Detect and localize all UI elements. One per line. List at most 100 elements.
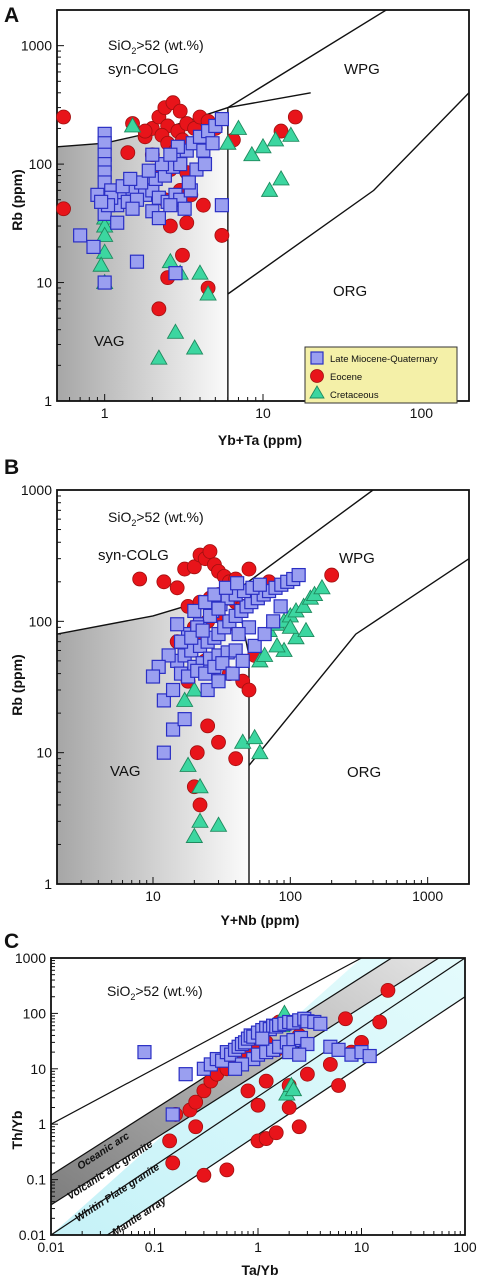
data-point-cretaceous [281,618,300,634]
series-late-miocene-quaternary [145,567,306,760]
data-point-late-miocene-quaternary [73,228,88,243]
data-point-late-miocene-quaternary [94,194,109,209]
panel-a-label: A [4,4,19,27]
y-tick-label: 100 [29,156,53,172]
data-point-cretaceous [297,621,315,638]
x-tick-label: 100 [453,1239,477,1255]
data-point-cretaceous [175,691,194,707]
data-point-eocene [291,1119,307,1135]
data-point-late-miocene-quaternary [184,630,199,645]
data-point-late-miocene-quaternary [200,682,215,698]
data-point-eocene [120,145,136,161]
data-point-eocene [132,571,148,587]
y-tick-label: 0.01 [19,1227,46,1243]
data-point-cretaceous [233,733,252,749]
data-point-late-miocene-quaternary [235,653,250,668]
data-point-cretaceous [179,756,197,772]
data-point-eocene [268,1125,284,1141]
y-tick-label: 1 [38,1116,46,1132]
data-point-late-miocene-quaternary [163,198,178,213]
x-tick-label: 10 [255,405,271,421]
boundary-volcanic-arc-lower [51,958,440,1206]
data-point-late-miocene-quaternary [161,648,176,663]
boundary-mantle-array-lower [106,996,465,1235]
data-point-late-miocene-quaternary [151,211,166,226]
data-point-cretaceous [294,597,313,613]
panel-a-sio2-label: SiO2>52 (wt.%) [108,37,204,56]
data-point-late-miocene-quaternary [255,1031,270,1046]
data-point-late-miocene-quaternary [129,254,145,269]
data-point-late-miocene-quaternary [156,693,171,708]
y-tick-label: 10 [36,275,52,291]
data-point-late-miocene-quaternary [292,1047,307,1062]
panel-a-x-axis-title: Yb+Ta (ppm) [218,432,302,448]
data-point-eocene [228,751,244,767]
y-tick-label: 1 [44,876,52,892]
data-point-eocene [372,1014,388,1030]
data-point-cretaceous [185,681,204,697]
data-point-cretaceous [260,181,279,197]
boundary-wpg-top [227,92,311,109]
data-point-late-miocene-quaternary [165,722,181,737]
panel-b-field-syn-colg: syn-COLG [98,547,169,564]
data-point-late-miocene-quaternary [227,1061,243,1076]
data-point-late-miocene-quaternary [178,1067,193,1082]
panel-a-plot: 1 10 100 1 10 100 1000 [21,9,470,421]
panel-b-y-axis-title: Rb (ppm) [9,654,25,715]
x-tick-label: 1 [254,1239,262,1255]
data-point-cretaceous [284,1080,303,1097]
data-point-late-miocene-quaternary [225,666,240,681]
data-point-eocene [241,561,257,577]
panel-a: A Rb (ppm) Yb+Ta (ppm) SiO2>52 (wt.%) sy… [4,4,458,448]
data-point-cretaceous [123,117,142,133]
data-point-cretaceous [92,256,110,272]
panel-b-plot: 10 100 1000 1 10 100 1000 [21,482,470,904]
data-point-cretaceous [185,339,204,355]
data-point-late-miocene-quaternary [331,1042,346,1057]
panel-c-plot: 0.01 0.1 1 10 100 0.01 0.1 1 10 100 1000 [15,950,477,1255]
x-tick-label: 100 [410,405,434,421]
data-point-eocene [299,1066,315,1082]
data-point-cretaceous [313,578,331,595]
panel-a-y-axis-title: Rb (ppm) [9,169,25,230]
x-tick-label: 100 [279,888,303,904]
data-point-cretaceous [191,812,209,828]
data-point-eocene [162,218,178,234]
data-point-cretaceous [229,119,248,135]
data-point-late-miocene-quaternary [231,626,246,642]
boundary-mantle-array-upper [51,958,465,1235]
x-tick-label: 10 [354,1239,370,1255]
data-point-late-miocene-quaternary [177,712,192,727]
data-point-eocene [241,682,257,698]
panel-a-field-vag: VAG [94,333,125,350]
panel-b-x-axis-title: Y+Nb (ppm) [221,912,300,928]
panel-b-field-wpg: WPG [339,550,375,567]
y-tick-label: 1000 [15,950,46,966]
data-point-late-miocene-quaternary [145,669,161,684]
panel-c-label: C [4,930,19,953]
data-point-eocene [156,574,172,590]
y-tick-label: 10 [36,745,52,761]
data-point-late-miocene-quaternary [97,275,112,290]
panel-c-fields [51,958,465,1235]
data-point-late-miocene-quaternary [163,147,178,162]
data-point-late-miocene-quaternary [110,215,125,230]
data-point-cretaceous [245,728,264,745]
data-point-eocene [186,559,202,575]
panel-c-y-axis-title: Th/Yb [9,1111,25,1150]
data-point-cretaceous [166,323,185,339]
data-point-eocene [188,1119,204,1135]
data-point-late-miocene-quaternary [86,239,101,254]
series-late-miocene-quaternary [137,1011,377,1122]
data-point-cretaceous [219,134,237,150]
data-point-late-miocene-quaternary [137,1045,152,1060]
data-point-late-miocene-quaternary [266,614,281,629]
data-point-late-miocene-quaternary [181,175,196,190]
legend-marker-cretaceous [309,385,325,399]
data-point-cretaceous [282,126,300,142]
data-point-cretaceous [272,169,290,186]
data-point-late-miocene-quaternary [205,136,220,151]
data-point-cretaceous [191,264,209,280]
data-point-eocene [192,797,208,813]
data-point-late-miocene-quaternary [252,577,267,592]
